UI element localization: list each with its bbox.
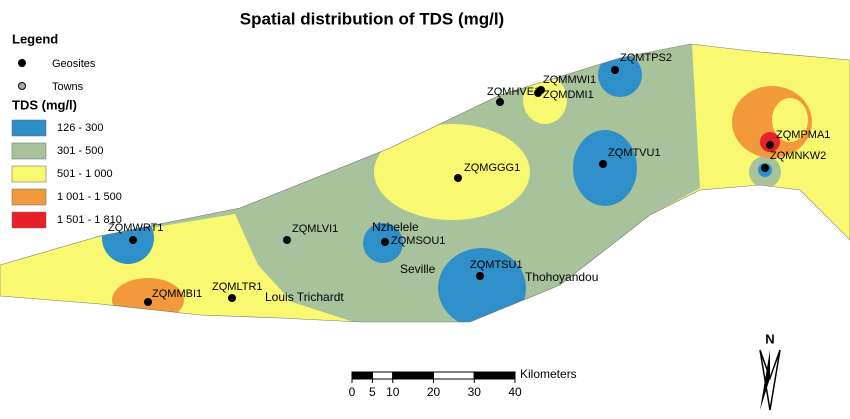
geosite-label: ZQMMBI1 [152, 288, 202, 300]
town-label: Thohoyandou [525, 270, 598, 284]
legend-label: 1 501 - 1 810 [57, 214, 122, 226]
legend-label: Towns [52, 81, 84, 93]
scale-label: 40 [508, 385, 522, 399]
geosite-marker [496, 98, 504, 106]
scale-segment [392, 371, 434, 380]
town-label: Louis Trichardt [265, 290, 344, 304]
geosite-label: ZQMTSU1 [470, 259, 523, 271]
legend-swatch [11, 211, 47, 229]
geosite-label: ZQMNKW2 [770, 150, 826, 162]
geosite-label: ZQMGGG1 [464, 162, 520, 174]
geosite-label: ZQMTPS2 [620, 52, 672, 64]
geosite-label: ZQMDMI1 [543, 89, 594, 101]
geosite-label: ZQMTVU1 [608, 147, 661, 159]
geosite-marker [144, 298, 152, 306]
geosite-label: ZQMLVI1 [292, 223, 338, 235]
geosite-label: ZQMSOU1 [391, 235, 445, 247]
scale-segment [351, 371, 373, 380]
geosite-marker [381, 238, 389, 246]
geosite-marker [283, 236, 291, 244]
legend-swatch [11, 188, 47, 206]
legend-label: 301 - 500 [57, 145, 103, 157]
scale-label: 20 [427, 385, 441, 399]
legend-swatch [11, 165, 47, 183]
geosite-marker [454, 174, 462, 182]
scale-segment [433, 371, 475, 380]
geosite-label: ZQMMWI1 [543, 74, 596, 86]
scale-unit: Kilometers [520, 367, 577, 381]
scale-segment [371, 371, 394, 380]
geosite-marker [611, 66, 619, 74]
map-title: Spatial distribution of TDS (mg/l) [240, 9, 504, 28]
legend-title: TDS (mg/l) [12, 97, 77, 112]
geosite-marker [476, 272, 484, 280]
geosite-marker [228, 294, 236, 302]
town-label: Nzhelele [372, 220, 419, 234]
geosite-label: ZQMWRT1 [108, 222, 163, 234]
legend-swatch [11, 119, 47, 137]
legend-label: 1 001 - 1 500 [57, 191, 122, 203]
scale-label: 5 [369, 385, 376, 399]
geosite-marker [599, 160, 607, 168]
town-label: Seville [400, 262, 436, 276]
north-arrow: N [765, 331, 774, 346]
legend-title: Legend [12, 31, 58, 46]
scale-label: 10 [386, 385, 400, 399]
scale-label: 0 [349, 385, 356, 399]
scale-segment [473, 371, 516, 380]
legend-label: 501 - 1 000 [57, 168, 113, 180]
geosite-marker [534, 89, 542, 97]
legend-label: 126 - 300 [57, 122, 103, 134]
scale-label: 30 [468, 385, 482, 399]
legend-label: Geosites [52, 58, 96, 70]
geosite-label: ZQMPMA1 [776, 129, 830, 141]
geosite-marker [761, 164, 769, 172]
legend-swatch [11, 142, 47, 160]
geosite-label: ZQMHVE1 [487, 86, 540, 98]
geosite-marker [766, 141, 774, 149]
geosite-marker [129, 236, 137, 244]
geosite-label: ZQMLTR1 [212, 281, 263, 293]
